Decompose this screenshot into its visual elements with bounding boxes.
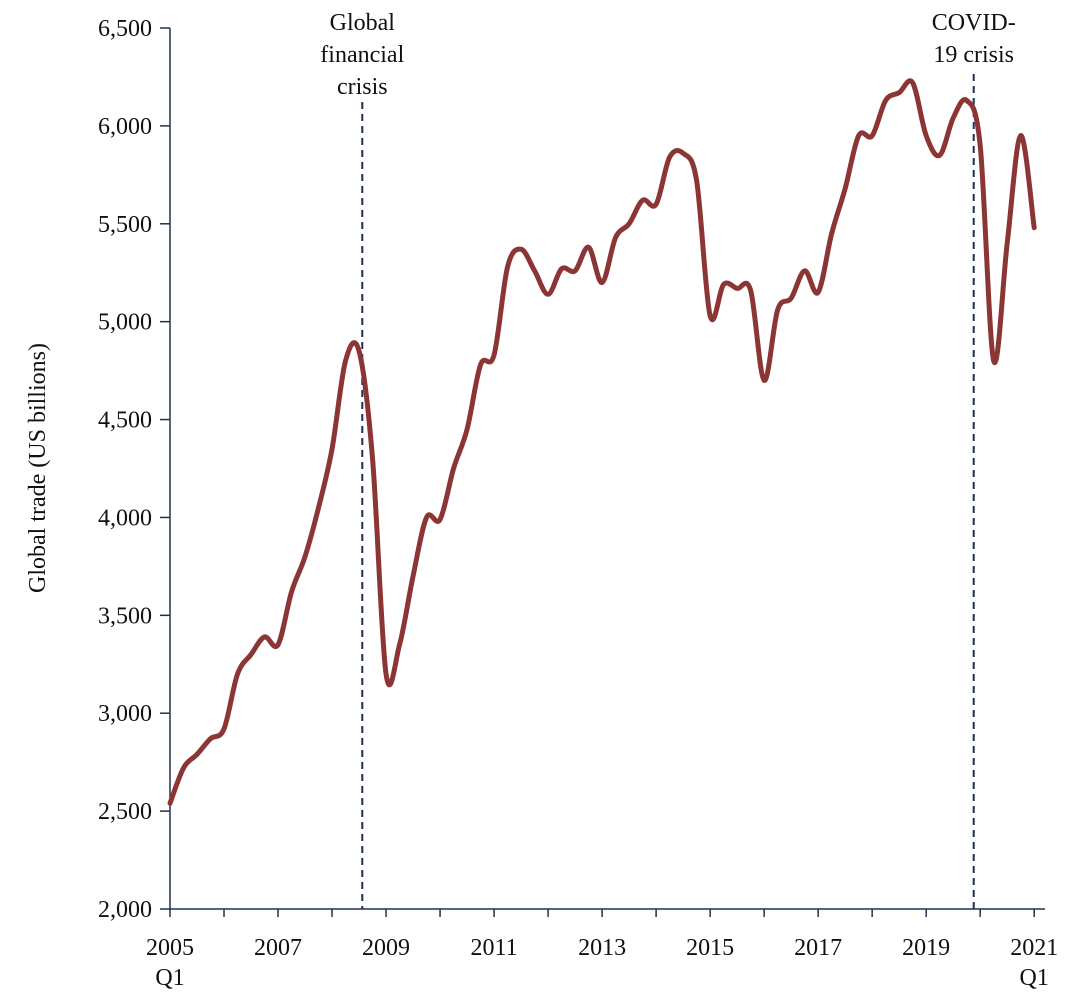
y-tick-label: 4,000 [98, 505, 152, 531]
annotation: crisis [337, 74, 388, 100]
y-tick-label: 5,000 [98, 310, 152, 336]
x-tick-label: 2011 [471, 935, 518, 961]
y-tick-label: 4,500 [98, 408, 152, 434]
x-tick-label: 2017 [794, 935, 842, 961]
trade-line [167, 78, 1037, 806]
x-tick-label: 2007 [254, 935, 302, 961]
annotation: COVID- [932, 10, 1016, 36]
y-tick-label: 3,500 [98, 603, 152, 629]
x-tick-label-line: Q1 [155, 965, 184, 991]
y-tick-label: 5,500 [98, 212, 152, 238]
x-tick-label-line: Q1 [1020, 965, 1049, 991]
y-tick-label: 2,500 [98, 799, 152, 825]
y-tick-label: 3,000 [98, 701, 152, 727]
x-tick-label-line: 2021 [1010, 935, 1058, 961]
annotation: Global [330, 10, 396, 36]
y-tick-label: 6,500 [98, 16, 152, 42]
annotation: 19 crisis [933, 42, 1014, 68]
x-tick-label-line: 2005 [146, 935, 194, 961]
y-tick-label: 2,000 [98, 897, 152, 923]
x-tick-label: 2015 [686, 935, 734, 961]
x-tick-label: 2021 Q1 [1010, 935, 1058, 991]
y-axis-label: Global trade (US billions) [25, 343, 51, 593]
y-tick-label: 6,000 [98, 114, 152, 140]
x-tick-label: 2005 Q1 [146, 935, 194, 991]
x-tick-label: 2019 [902, 935, 950, 961]
x-tick-label: 2013 [578, 935, 626, 961]
annotation: financial [320, 42, 404, 68]
x-tick-label: 2009 [362, 935, 410, 961]
